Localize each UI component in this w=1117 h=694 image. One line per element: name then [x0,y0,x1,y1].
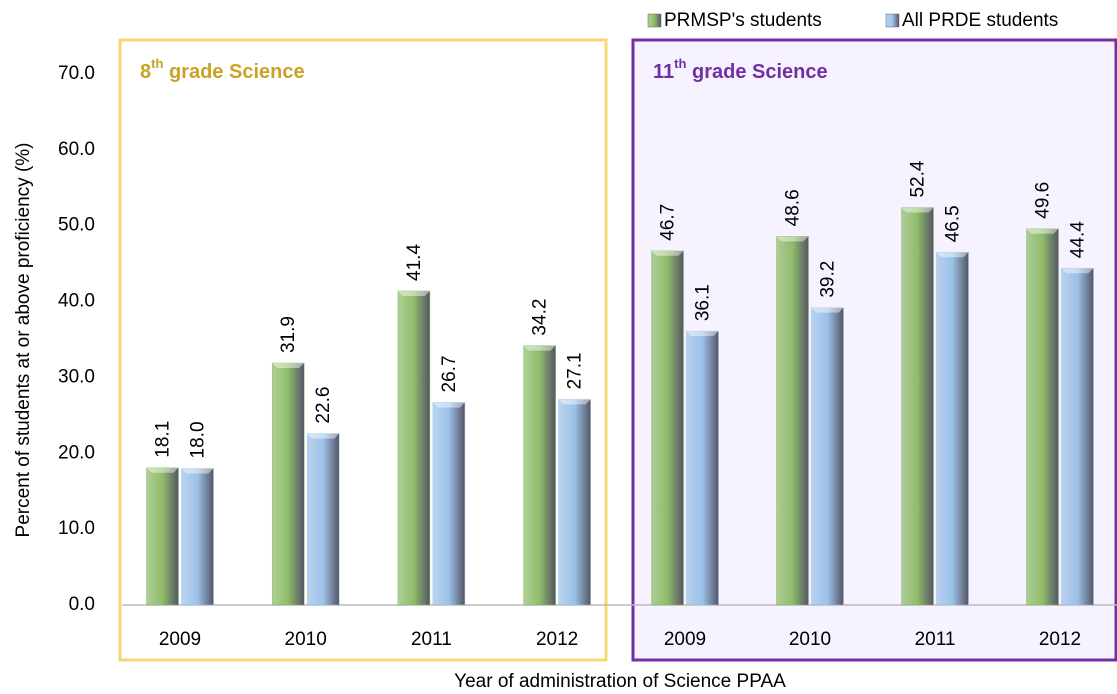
data-label: 49.6 [1033,182,1054,219]
bar [811,307,844,606]
y-tick-label: 50.0 [58,215,95,236]
panel-title: 8th grade Science [140,56,305,83]
bar-cap [1061,268,1094,274]
panel-title-text: grade Science [686,61,827,83]
bar [936,252,969,606]
y-tick-label: 10.0 [58,518,95,539]
x-tick-label: 2012 [536,629,578,650]
bar [901,207,934,606]
bar-cap [146,467,179,473]
bar [306,433,340,606]
legend-label: PRMSP's students [664,10,822,31]
bar [146,467,179,606]
x-axis-title: Year of administration of Science PPAA [454,671,786,692]
data-label: 34.2 [530,299,551,336]
y-tick-label: 60.0 [58,139,95,160]
x-tick-label: 2009 [159,629,201,650]
x-tick-label: 2010 [285,629,327,650]
panel-title-number: 11 [653,61,674,83]
panel-title-sup: th [674,56,686,71]
legend-swatch [885,13,900,28]
bar [181,468,214,606]
bar-cap [936,252,969,258]
bar-cap [901,207,934,213]
bar-cap [686,331,719,337]
data-label: 31.9 [278,316,299,353]
data-label: 44.4 [1068,221,1089,258]
bar [558,399,591,606]
y-tick-label: 20.0 [58,442,95,463]
data-label: 22.6 [313,387,334,424]
bar-cap [558,399,591,405]
bar-cap [272,363,305,369]
panel-title-text: grade Science [163,61,304,83]
bar-cap [523,345,556,351]
bar [523,345,556,606]
x-tick-label: 2012 [1039,629,1081,650]
data-label: 26.7 [439,355,460,392]
y-tick-label: 70.0 [58,63,95,84]
bar-cap [776,236,809,242]
data-label: 46.5 [943,205,964,242]
panel-title: 11th grade Science [653,56,828,83]
bar [271,362,305,606]
bar-cap [397,290,430,296]
data-label: 39.2 [818,261,839,298]
bar-cap [181,468,214,474]
y-tick-label: 30.0 [58,366,95,387]
bar-cap [432,402,465,408]
bar [1061,267,1094,606]
bar-cap [811,307,844,313]
y-tick-label: 0.0 [69,594,95,615]
data-label: 18.1 [153,421,174,458]
x-tick-label: 2011 [915,629,956,650]
bar-cap [307,433,340,439]
legend-swatch [647,13,662,28]
x-tick-label: 2011 [411,629,452,650]
legend-label: All PRDE students [902,10,1058,31]
data-label: 36.1 [693,284,714,321]
bar [397,290,431,606]
panel-title-number: 8 [140,61,151,83]
data-label: 41.4 [404,244,425,281]
bar [686,330,719,606]
y-tick-label: 40.0 [58,291,95,312]
x-tick-label: 2009 [664,629,706,650]
bar [651,250,684,606]
bar-cap [651,250,684,256]
bar [432,402,466,606]
bar-cap [1026,228,1059,234]
data-label: 27.1 [565,352,586,389]
data-label: 48.6 [783,189,804,226]
bar [776,236,809,606]
y-axis-title: Percent of students at or above proficie… [13,143,34,538]
data-label: 46.7 [658,204,679,241]
x-tick-label: 2010 [789,629,831,650]
bar [1026,228,1059,606]
data-label: 52.4 [908,160,929,197]
data-label: 18.0 [188,421,209,458]
panel-title-sup: th [151,56,163,71]
